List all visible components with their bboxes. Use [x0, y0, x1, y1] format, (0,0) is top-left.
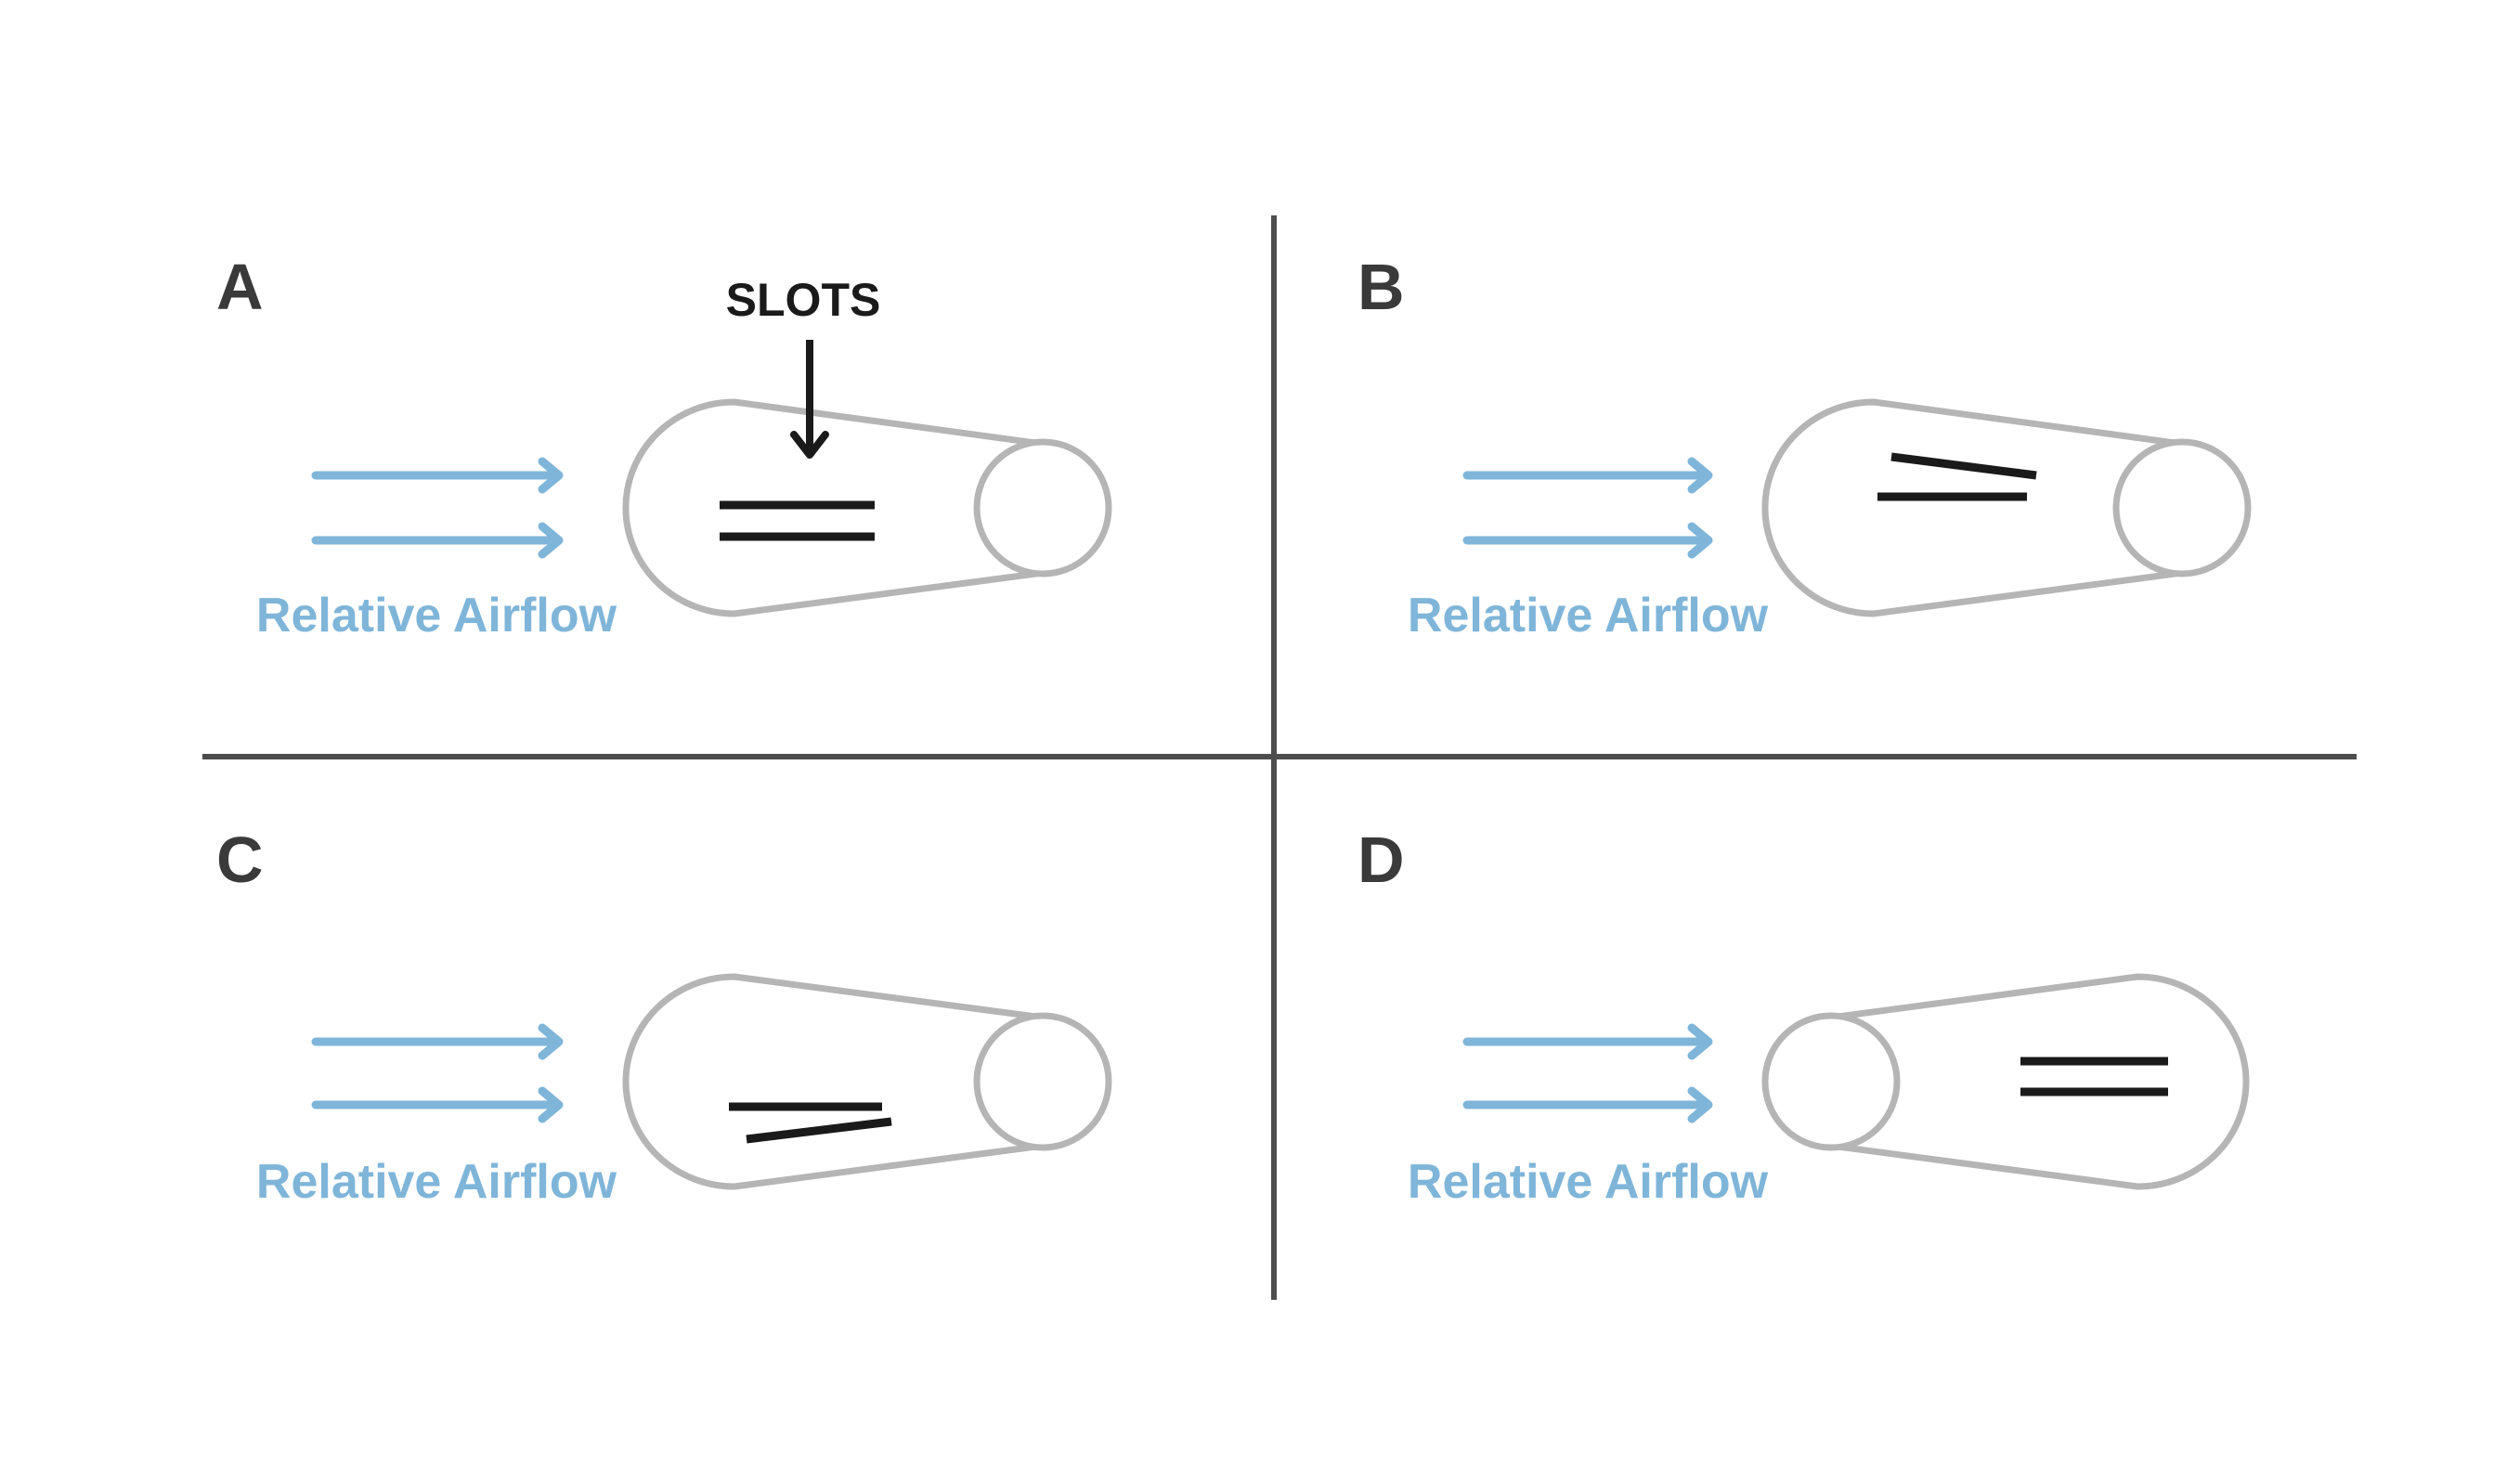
slot-line	[746, 1117, 892, 1144]
slot-line	[1890, 452, 2037, 480]
slots	[729, 1102, 892, 1144]
panel-a: A Relative Airflow SLOTS	[216, 251, 1112, 642]
jar-outline	[1761, 973, 2250, 1190]
slots-callout-label: SLOTS	[726, 274, 881, 326]
callout-arrowhead	[790, 431, 829, 459]
airflow-arrowhead-top	[1687, 1023, 1713, 1060]
airflow-arrowhead-bottom	[1687, 522, 1713, 559]
slots	[720, 500, 875, 541]
slots	[1877, 452, 2037, 501]
airflow-arrowhead-top	[538, 457, 564, 494]
panel-letter: A	[216, 251, 264, 323]
jar-outline	[622, 398, 1112, 617]
panel-c: C Relative Airflow	[216, 824, 1112, 1209]
airflow-arrowhead-top	[538, 1023, 564, 1060]
airflow-label: Relative Airflow	[1408, 589, 1769, 642]
relative-airflow-arrows	[1462, 457, 1713, 559]
jar-outline	[622, 973, 1112, 1190]
relative-airflow-arrows	[1462, 1023, 1713, 1123]
relative-airflow-arrows	[311, 457, 564, 559]
panel-b: B Relative Airflow	[1357, 251, 2252, 642]
airflow-label: Relative Airflow	[256, 589, 617, 642]
airflow-label: Relative Airflow	[256, 1155, 617, 1209]
slots-callout: SLOTS	[726, 274, 881, 459]
relative-airflow-arrows	[311, 1023, 564, 1123]
airflow-arrowhead-bottom	[1687, 1086, 1713, 1123]
airflow-label: Relative Airflow	[1408, 1155, 1769, 1209]
airflow-arrowhead-bottom	[538, 522, 564, 559]
airflow-arrowhead-top	[1687, 457, 1713, 494]
slots	[2020, 1057, 2168, 1096]
panel-letter: B	[1357, 251, 1405, 323]
panel-letter: D	[1357, 824, 1405, 896]
panel-d: D Relative Airflow	[1357, 824, 2250, 1209]
panel-letter: C	[216, 824, 264, 896]
airflow-arrowhead-bottom	[538, 1086, 564, 1123]
jar-outline	[1761, 398, 2252, 617]
